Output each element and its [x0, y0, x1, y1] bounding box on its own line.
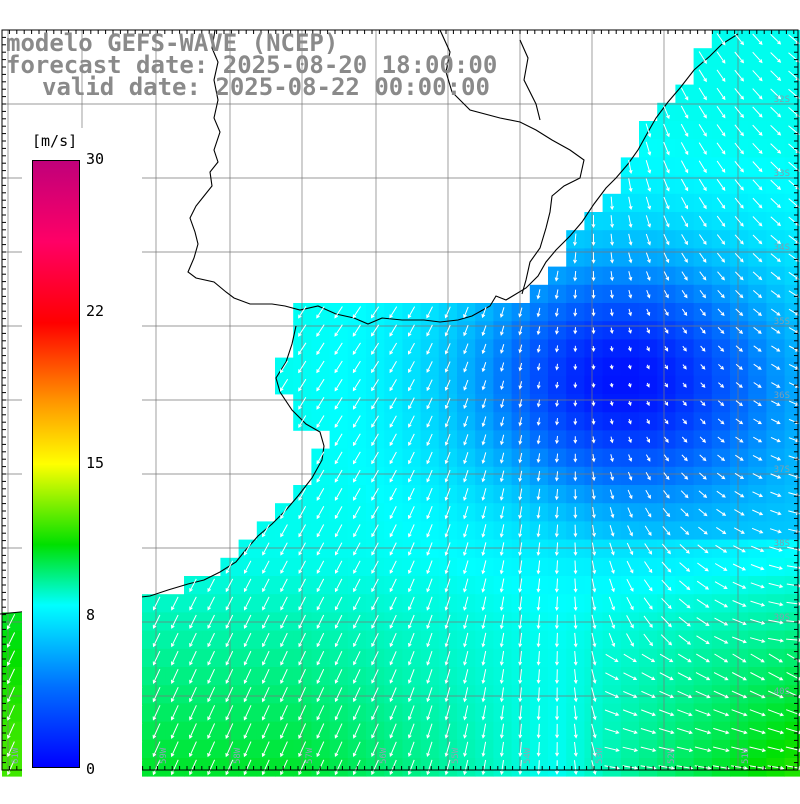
latitude-label: 38S: [774, 539, 790, 549]
latitude-label: 40S: [774, 687, 790, 697]
colorbar-unit-label: [m/s]: [32, 132, 77, 150]
colorbar-tick-8: 8: [86, 606, 95, 624]
colorbar-tick-30: 30: [86, 150, 104, 168]
colorbar-tick-0: 0: [86, 760, 95, 778]
longitude-label: 56W: [379, 747, 389, 764]
latitude-label: 32S: [774, 95, 790, 105]
longitude-label: 54W: [523, 747, 533, 764]
colorbar-gradient: [32, 160, 80, 768]
longitude-label: 58W: [233, 747, 243, 764]
river-line: [520, 40, 540, 120]
colorbar-tick-22: 22: [86, 302, 104, 320]
longitude-label: 57W: [305, 747, 315, 764]
longitude-label: 61W: [11, 747, 21, 764]
longitude-label: 55W: [451, 747, 461, 764]
longitude-label: 53W: [595, 747, 605, 764]
valid-date-title: valid date: 2025-08-22 00:00:00: [42, 75, 490, 99]
latitude-label: 37S: [774, 465, 790, 475]
latitude-label: 34S: [774, 243, 790, 253]
latitude-label: 35S: [774, 317, 790, 327]
longitude-label: 51W: [741, 747, 751, 764]
latitude-label: 33S: [774, 169, 790, 179]
latitude-label: 36S: [774, 391, 790, 401]
latitude-label: 39S: [774, 613, 790, 623]
longitude-label: 52W: [667, 747, 677, 764]
colorbar: [m/s] 30 22 15 8 0: [22, 128, 142, 778]
longitude-label: 59W: [159, 747, 169, 764]
colorbar-tick-15: 15: [86, 454, 104, 472]
